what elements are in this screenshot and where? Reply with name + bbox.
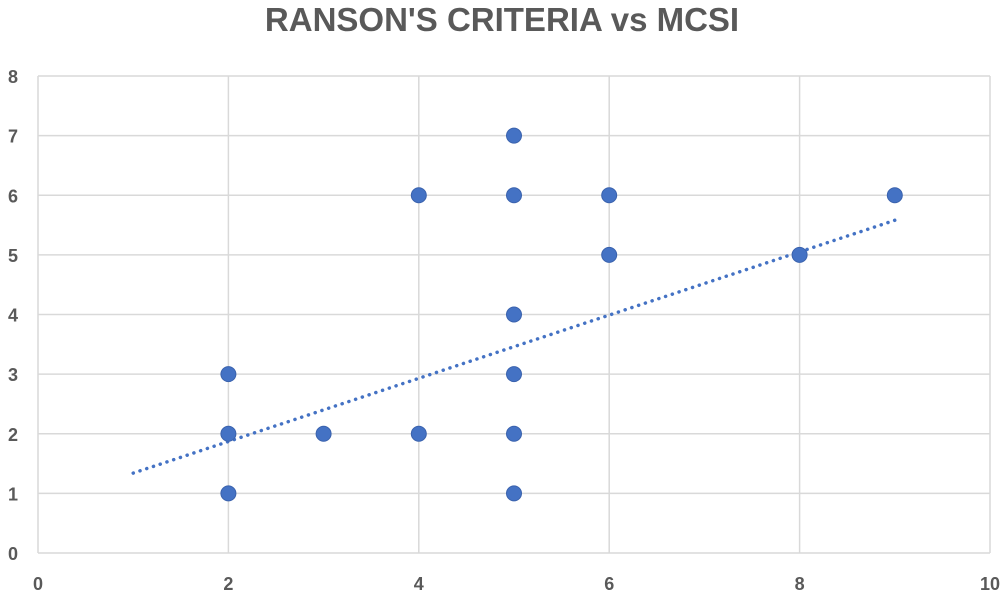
y-tick-label: 1	[8, 484, 18, 504]
y-tick-label: 4	[8, 306, 18, 326]
x-tick-label: 4	[414, 574, 424, 594]
trendline	[131, 218, 897, 475]
data-point	[506, 366, 522, 383]
data-point	[506, 187, 522, 204]
data-points	[220, 127, 903, 502]
x-tick-label: 6	[604, 574, 614, 594]
data-point	[506, 306, 522, 323]
data-point	[315, 425, 332, 442]
data-point	[220, 425, 237, 442]
data-point	[601, 187, 618, 204]
y-tick-label: 0	[8, 544, 18, 564]
data-point	[791, 246, 808, 263]
data-point	[506, 425, 522, 442]
x-tick-label: 0	[33, 574, 43, 594]
x-tick-label: 8	[795, 574, 805, 594]
y-tick-label: 6	[8, 186, 18, 206]
x-tick-label: 2	[223, 574, 233, 594]
data-point	[220, 366, 237, 383]
data-point	[506, 127, 522, 144]
y-tick-label: 2	[8, 425, 18, 445]
data-point	[410, 187, 427, 204]
data-point	[410, 425, 427, 442]
tick-labels: 0 1 2 3 4 5 6 7 8 0 2 4 6 8 10	[8, 67, 1000, 594]
data-point	[220, 485, 237, 502]
chart-title: RANSON'S CRITERIA vs MCSI	[264, 1, 740, 38]
x-tick-label: 10	[980, 574, 1000, 594]
y-tick-label: 8	[8, 67, 18, 87]
data-point	[506, 485, 522, 502]
y-tick-label: 7	[8, 127, 18, 147]
data-point	[886, 187, 903, 204]
y-tick-label: 5	[8, 246, 18, 266]
y-tick-label: 3	[8, 365, 18, 385]
trendline-layer	[131, 218, 897, 475]
data-point	[601, 246, 618, 263]
